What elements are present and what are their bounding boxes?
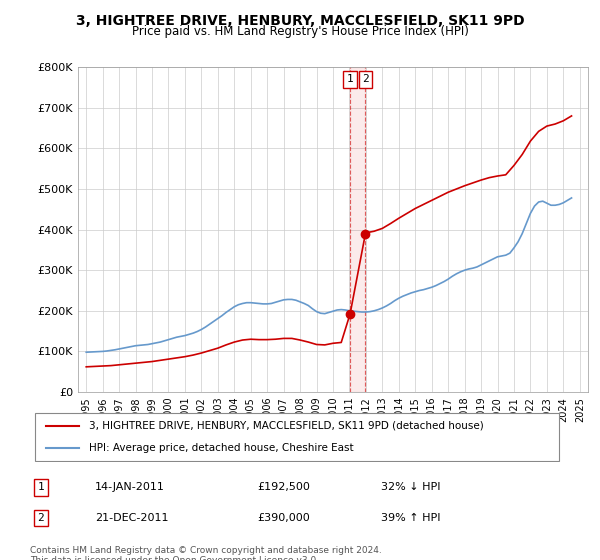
- Text: HPI: Average price, detached house, Cheshire East: HPI: Average price, detached house, Ches…: [89, 443, 354, 453]
- Text: £192,500: £192,500: [257, 482, 310, 492]
- Text: 14-JAN-2011: 14-JAN-2011: [95, 482, 164, 492]
- Text: 3, HIGHTREE DRIVE, HENBURY, MACCLESFIELD, SK11 9PD (detached house): 3, HIGHTREE DRIVE, HENBURY, MACCLESFIELD…: [89, 421, 484, 431]
- Text: 1: 1: [37, 482, 44, 492]
- Text: Contains HM Land Registry data © Crown copyright and database right 2024.
This d: Contains HM Land Registry data © Crown c…: [30, 546, 382, 560]
- FancyBboxPatch shape: [35, 413, 559, 461]
- Text: Price paid vs. HM Land Registry's House Price Index (HPI): Price paid vs. HM Land Registry's House …: [131, 25, 469, 38]
- Text: £390,000: £390,000: [257, 513, 310, 523]
- Text: 21-DEC-2011: 21-DEC-2011: [95, 513, 168, 523]
- Text: 3, HIGHTREE DRIVE, HENBURY, MACCLESFIELD, SK11 9PD: 3, HIGHTREE DRIVE, HENBURY, MACCLESFIELD…: [76, 14, 524, 28]
- Text: 2: 2: [37, 513, 44, 523]
- Text: 39% ↑ HPI: 39% ↑ HPI: [381, 513, 440, 523]
- Bar: [350, 67, 365, 392]
- Text: 32% ↓ HPI: 32% ↓ HPI: [381, 482, 440, 492]
- Text: 1: 1: [347, 74, 353, 85]
- Text: 2: 2: [362, 74, 369, 85]
